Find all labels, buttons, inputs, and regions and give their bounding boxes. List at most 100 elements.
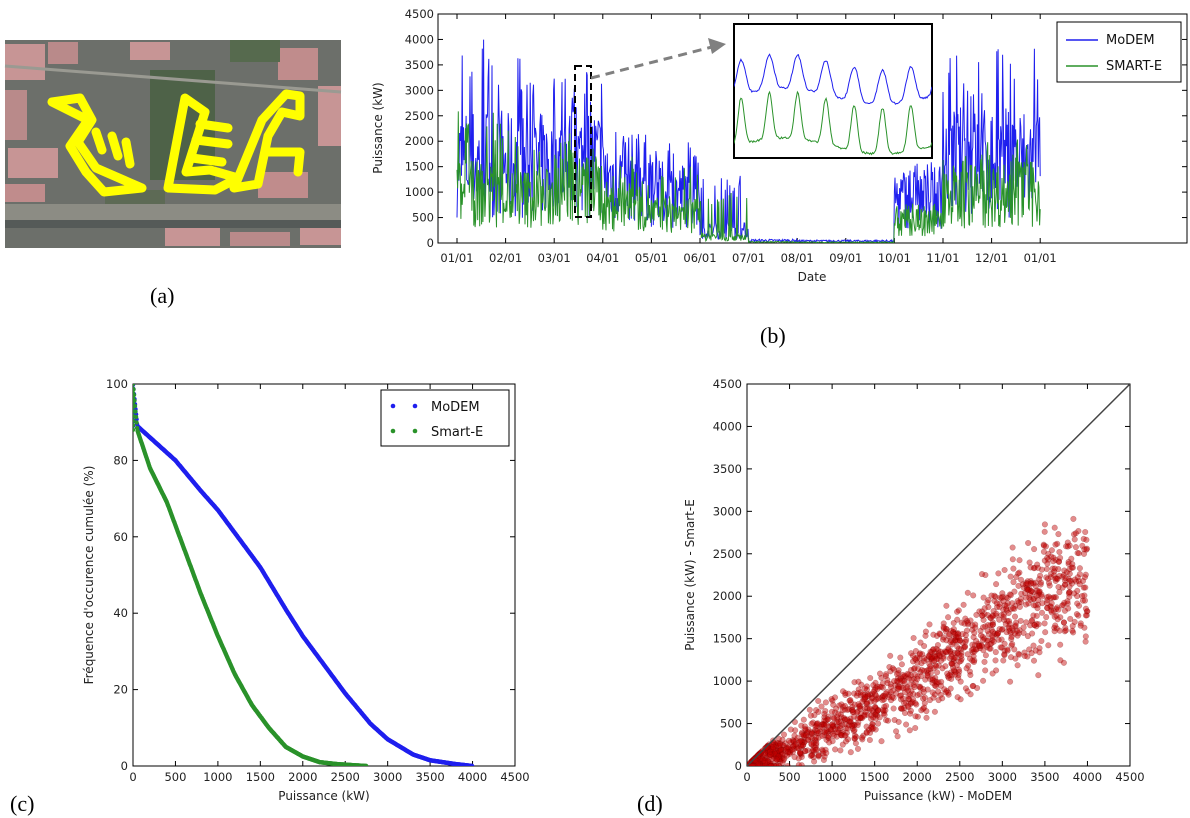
data-point — [772, 742, 780, 749]
data-point — [993, 631, 1000, 638]
data-point — [880, 696, 888, 703]
data-point — [920, 686, 927, 693]
data-point — [1028, 579, 1035, 586]
data-point — [819, 720, 826, 728]
data-point — [792, 741, 799, 748]
data-point — [822, 707, 829, 715]
data-point — [838, 701, 845, 708]
data-point — [918, 660, 925, 667]
data-point — [932, 683, 939, 690]
data-point — [904, 702, 911, 709]
data-point — [904, 684, 911, 691]
data-point — [945, 674, 952, 682]
data-point — [867, 715, 875, 722]
data-point — [851, 722, 858, 729]
data-point — [862, 693, 869, 700]
data-point — [977, 632, 985, 639]
data-point — [897, 684, 905, 691]
data-point — [977, 627, 984, 634]
data-point — [895, 683, 902, 690]
data-point — [947, 669, 955, 676]
data-point — [795, 755, 802, 762]
data-point — [929, 675, 936, 682]
data-point — [879, 706, 886, 713]
y-tick-label-b: 4000 — [405, 32, 434, 46]
data-point — [783, 744, 790, 751]
data-point — [763, 758, 770, 765]
data-point — [933, 632, 941, 639]
data-point — [942, 625, 949, 632]
data-point — [1071, 536, 1078, 543]
data-point — [1070, 531, 1078, 538]
data-point — [809, 746, 817, 753]
data-point — [1064, 539, 1071, 546]
data-point — [752, 755, 759, 762]
data-point — [851, 721, 858, 728]
data-point — [758, 762, 765, 766]
data-point — [949, 664, 957, 671]
data-point — [1055, 606, 1062, 613]
data-point — [845, 690, 852, 697]
data-point — [893, 690, 900, 697]
data-point — [1061, 607, 1068, 614]
data-point — [1027, 596, 1034, 603]
zoom-inset — [733, 23, 933, 159]
data-point — [809, 748, 816, 755]
data-point — [950, 629, 957, 636]
data-point — [133, 413, 136, 419]
data-point — [991, 597, 998, 604]
data-point — [952, 671, 959, 678]
data-point — [797, 737, 804, 745]
data-point — [989, 621, 996, 628]
data-point — [955, 607, 962, 614]
x-tick-label-b: 09/01 — [829, 251, 862, 265]
data-point — [988, 640, 995, 647]
data-point — [937, 652, 944, 660]
data-point — [934, 652, 941, 660]
data-point — [864, 699, 871, 706]
data-point — [757, 762, 764, 766]
data-point — [892, 682, 899, 689]
data-point — [983, 643, 990, 650]
data-point — [842, 690, 849, 697]
data-point — [1047, 570, 1055, 577]
data-point — [964, 688, 971, 695]
data-point — [829, 738, 836, 745]
data-point — [881, 693, 888, 700]
x-tick-label-b: 02/01 — [489, 251, 522, 265]
data-point — [1071, 576, 1078, 583]
data-point — [863, 686, 870, 693]
data-point — [1069, 561, 1076, 568]
data-point — [819, 732, 826, 740]
data-point — [1047, 603, 1054, 610]
data-point — [798, 743, 805, 750]
x-tick-label-d: 2000 — [903, 770, 932, 784]
data-point — [945, 646, 952, 653]
data-point — [1008, 635, 1015, 642]
data-point — [1055, 558, 1063, 565]
data-point — [1049, 565, 1056, 572]
data-point — [934, 642, 941, 649]
data-point — [899, 685, 907, 692]
data-point — [995, 570, 1002, 577]
data-point — [861, 696, 868, 703]
data-point — [951, 668, 958, 675]
data-point — [820, 756, 827, 764]
data-point — [1037, 572, 1044, 579]
data-point — [1044, 596, 1051, 604]
data-point — [946, 655, 953, 662]
data-point — [950, 639, 957, 646]
data-point — [1002, 620, 1009, 628]
y-tick-label-b: 500 — [412, 211, 434, 225]
data-point — [829, 720, 836, 728]
data-point — [1004, 646, 1011, 653]
data-point — [1052, 622, 1059, 629]
data-point — [1001, 640, 1008, 647]
data-point — [760, 757, 767, 764]
data-point — [874, 712, 881, 719]
data-point — [863, 683, 870, 690]
data-point — [815, 697, 822, 705]
data-point — [748, 762, 756, 766]
data-point — [789, 748, 796, 756]
y-tick-label-d: 3000 — [713, 504, 742, 518]
